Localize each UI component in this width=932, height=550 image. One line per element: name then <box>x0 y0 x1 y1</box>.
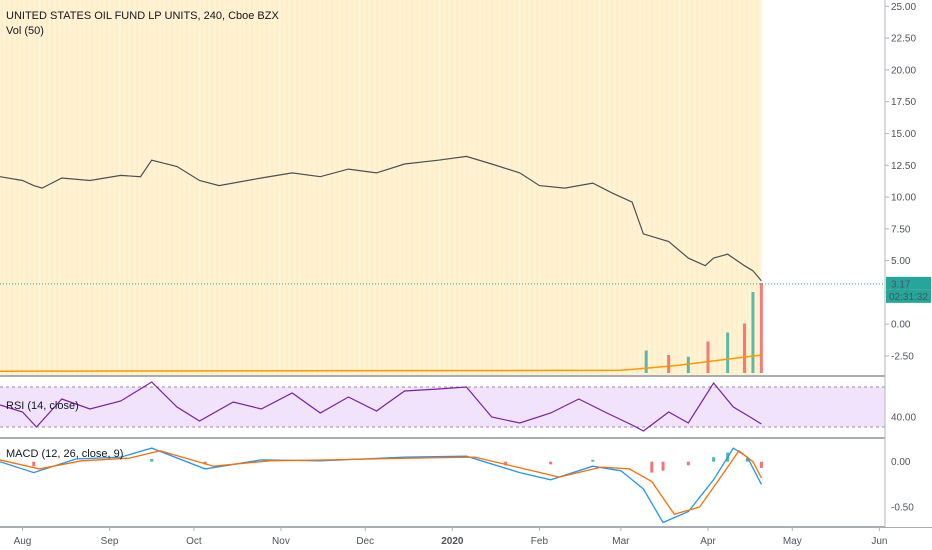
price-series <box>0 155 762 282</box>
time-tick-label: Oct <box>186 536 202 547</box>
rsi-series <box>0 381 762 432</box>
volume-bars <box>644 283 763 373</box>
macd-series <box>0 447 762 524</box>
price-tag-box <box>886 276 931 290</box>
volume-bar <box>726 332 730 373</box>
price-tick-label: 25.00 <box>891 2 916 13</box>
volume-bar <box>686 356 690 373</box>
rsi-tick-label: 40.00 <box>891 413 916 424</box>
volume-bar <box>743 323 747 373</box>
rsi-pane[interactable]: RSI (14, close) <box>0 381 885 432</box>
time-tick-label: Feb <box>531 536 549 547</box>
macd-histogram-bar <box>650 461 654 473</box>
time-tick-label: Sep <box>101 536 119 547</box>
symbol-title: UNITED STATES OIL FUND LP UNITS, 240, Cb… <box>6 10 279 22</box>
macd-histogram-bar <box>203 461 207 465</box>
time-tick-label: May <box>783 536 802 547</box>
time-axis[interactable]: Aug Sep Oct Nov Dec 2020 Feb Mar Apr May Jun <box>14 527 888 547</box>
time-tick-label: Aug <box>14 536 32 547</box>
time-tick-label: 2020 <box>441 536 464 547</box>
price-tick-label: 5.00 <box>891 256 911 267</box>
macd-histogram-bar <box>686 461 690 466</box>
price-tick-label: 10.00 <box>891 193 916 204</box>
macd-tick-label: -0.50 <box>891 503 914 514</box>
price-tick-label: 7.50 <box>891 224 911 235</box>
macd-label: MACD (12, 26, close, 9) <box>6 448 123 460</box>
time-tick-label: Mar <box>612 536 630 547</box>
price-tick-label: 17.50 <box>891 97 916 108</box>
rsi-label: RSI (14, close) <box>6 400 79 412</box>
price-axis[interactable]: 25.00 22.50 20.00 17.50 15.00 12.50 10.00 7.50 5… <box>884 0 932 527</box>
price-tick-label: 15.00 <box>891 129 916 140</box>
macd-histogram-bar <box>759 461 763 469</box>
rsi-band <box>0 387 885 427</box>
volume-label: Vol (50) <box>6 25 44 37</box>
volume-bar <box>667 355 671 373</box>
price-tick-label: -2.50 <box>891 351 914 362</box>
price-tick-label: 20.00 <box>891 65 916 76</box>
price-tick-label: 22.50 <box>891 34 916 45</box>
volume-bar <box>759 283 763 373</box>
time-tick-label: Nov <box>272 536 290 547</box>
countdown-text: 02:31:32 <box>889 292 928 303</box>
price-grid <box>1 0 758 375</box>
macd-histogram-bar <box>32 461 36 467</box>
macd-tick-label: 0.00 <box>891 457 911 468</box>
price-axis-bg <box>885 0 932 527</box>
time-tick-label: Apr <box>700 536 716 547</box>
price-tick-label: 12.50 <box>891 161 916 172</box>
macd-histogram-bar <box>549 461 553 465</box>
countdown-box <box>886 289 931 303</box>
time-tick-label: Jun <box>871 536 887 547</box>
macd-histogram-bar <box>504 461 508 466</box>
volume-bar <box>751 292 755 373</box>
pane-separators <box>0 375 932 528</box>
macd-histogram-bar <box>591 459 595 462</box>
volume-moving-average <box>0 354 762 372</box>
volume-bar <box>706 341 710 373</box>
price-tag-value: 3.17 <box>891 279 911 290</box>
macd-pane[interactable]: MACD (12, 26, close, 9) <box>0 447 763 524</box>
price-tick-label: 0.00 <box>891 320 911 331</box>
macd-histogram-bar <box>712 457 716 462</box>
macd-histogram-bar <box>661 461 665 471</box>
volume-bar <box>644 350 648 373</box>
macd-axis[interactable]: 0.00 -0.50 <box>891 457 914 513</box>
macd-histogram-bar <box>150 458 154 462</box>
price-tag: 3.17 02:31:32 <box>886 276 931 303</box>
macd-histogram-bar <box>745 458 749 462</box>
price-pane[interactable] <box>0 0 885 375</box>
rsi-axis[interactable]: 40.00 <box>891 413 916 424</box>
signal-series <box>0 449 762 516</box>
time-tick-label: Dec <box>356 536 374 547</box>
